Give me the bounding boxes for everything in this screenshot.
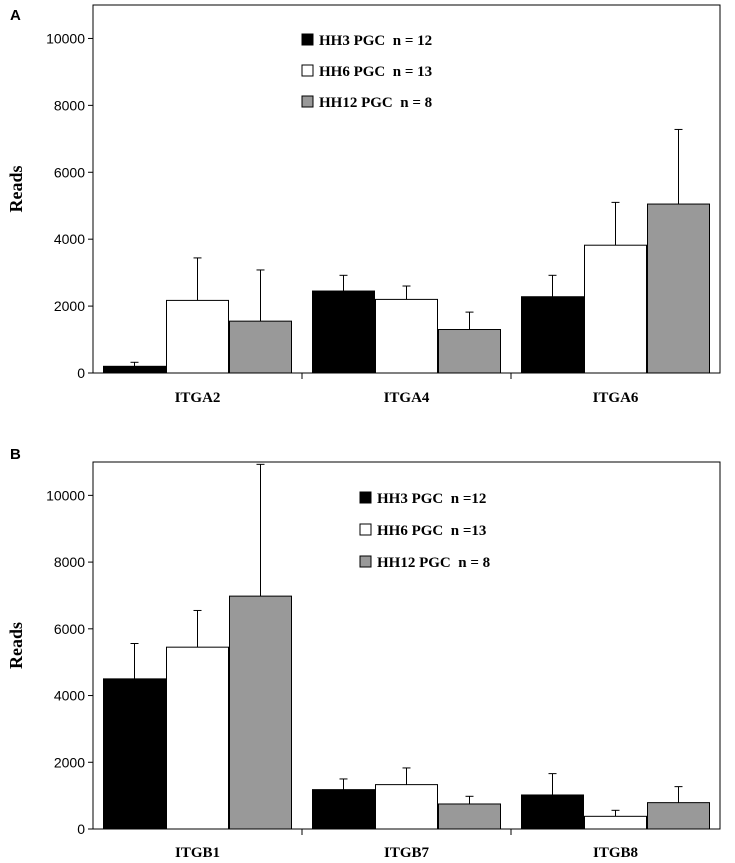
bar (521, 296, 584, 374)
bar (438, 329, 501, 374)
panel-letter: A (10, 7, 21, 24)
chart-panel-a: A 0 2000 4000 6000 8000 10000 Reads ITGA2 ITGA4 IT… (6, 4, 721, 406)
bar (647, 203, 710, 374)
legend-label: HH3 PGC n =12 (377, 491, 486, 507)
y-tick-label: 2000 (54, 298, 85, 314)
y-tick-label: 2000 (54, 754, 85, 770)
category-label: ITGB8 (593, 845, 638, 861)
bar (312, 789, 375, 830)
legend-swatch (301, 95, 314, 108)
y-tick-label: 6000 (54, 621, 85, 637)
bar (103, 678, 166, 830)
legend-swatch (301, 33, 314, 46)
legend-swatch (301, 64, 314, 77)
legend-label: HH6 PGC n =13 (377, 523, 486, 539)
panel-letter: B (10, 446, 21, 463)
bar (584, 244, 647, 374)
category-label: ITGA6 (593, 390, 639, 406)
legend-label: HH6 PGC n = 13 (319, 64, 432, 80)
y-axis-label: Reads (6, 622, 26, 669)
category-label: ITGA4 (384, 390, 430, 406)
legend-swatch (359, 491, 372, 504)
legend-swatch (359, 555, 372, 568)
chart-panel-b: B 0 2000 4000 6000 8000 10000 Reads ITGB1 ITGB7 IT… (6, 446, 721, 861)
bar (229, 320, 292, 374)
bar (584, 815, 647, 830)
bar (375, 298, 438, 374)
bar (521, 794, 584, 830)
bar (312, 290, 375, 374)
bar (647, 802, 710, 830)
bar (229, 595, 292, 830)
legend-label: HH12 PGC n = 8 (319, 95, 432, 111)
legend-swatch (359, 523, 372, 536)
y-tick-label: 4000 (54, 688, 85, 704)
y-tick-label: 0 (77, 821, 85, 837)
y-tick-label: 4000 (54, 231, 85, 247)
y-tick-label: 10000 (46, 30, 85, 46)
bar (166, 646, 229, 830)
category-label: ITGB1 (175, 845, 220, 861)
y-tick-label: 6000 (54, 164, 85, 180)
legend-label: HH12 PGC n = 8 (377, 555, 490, 571)
legend-label: HH3 PGC n = 12 (319, 33, 432, 49)
bar (438, 803, 501, 830)
category-label: ITGA2 (175, 390, 221, 406)
y-tick-label: 8000 (54, 554, 85, 570)
bar (375, 784, 438, 830)
bar (103, 365, 166, 374)
y-axis-label: Reads (6, 165, 26, 212)
y-tick-label: 8000 (54, 97, 85, 113)
bar (166, 299, 229, 374)
category-label: ITGB7 (384, 845, 430, 861)
y-tick-label: 0 (77, 365, 85, 381)
y-tick-label: 10000 (46, 487, 85, 503)
